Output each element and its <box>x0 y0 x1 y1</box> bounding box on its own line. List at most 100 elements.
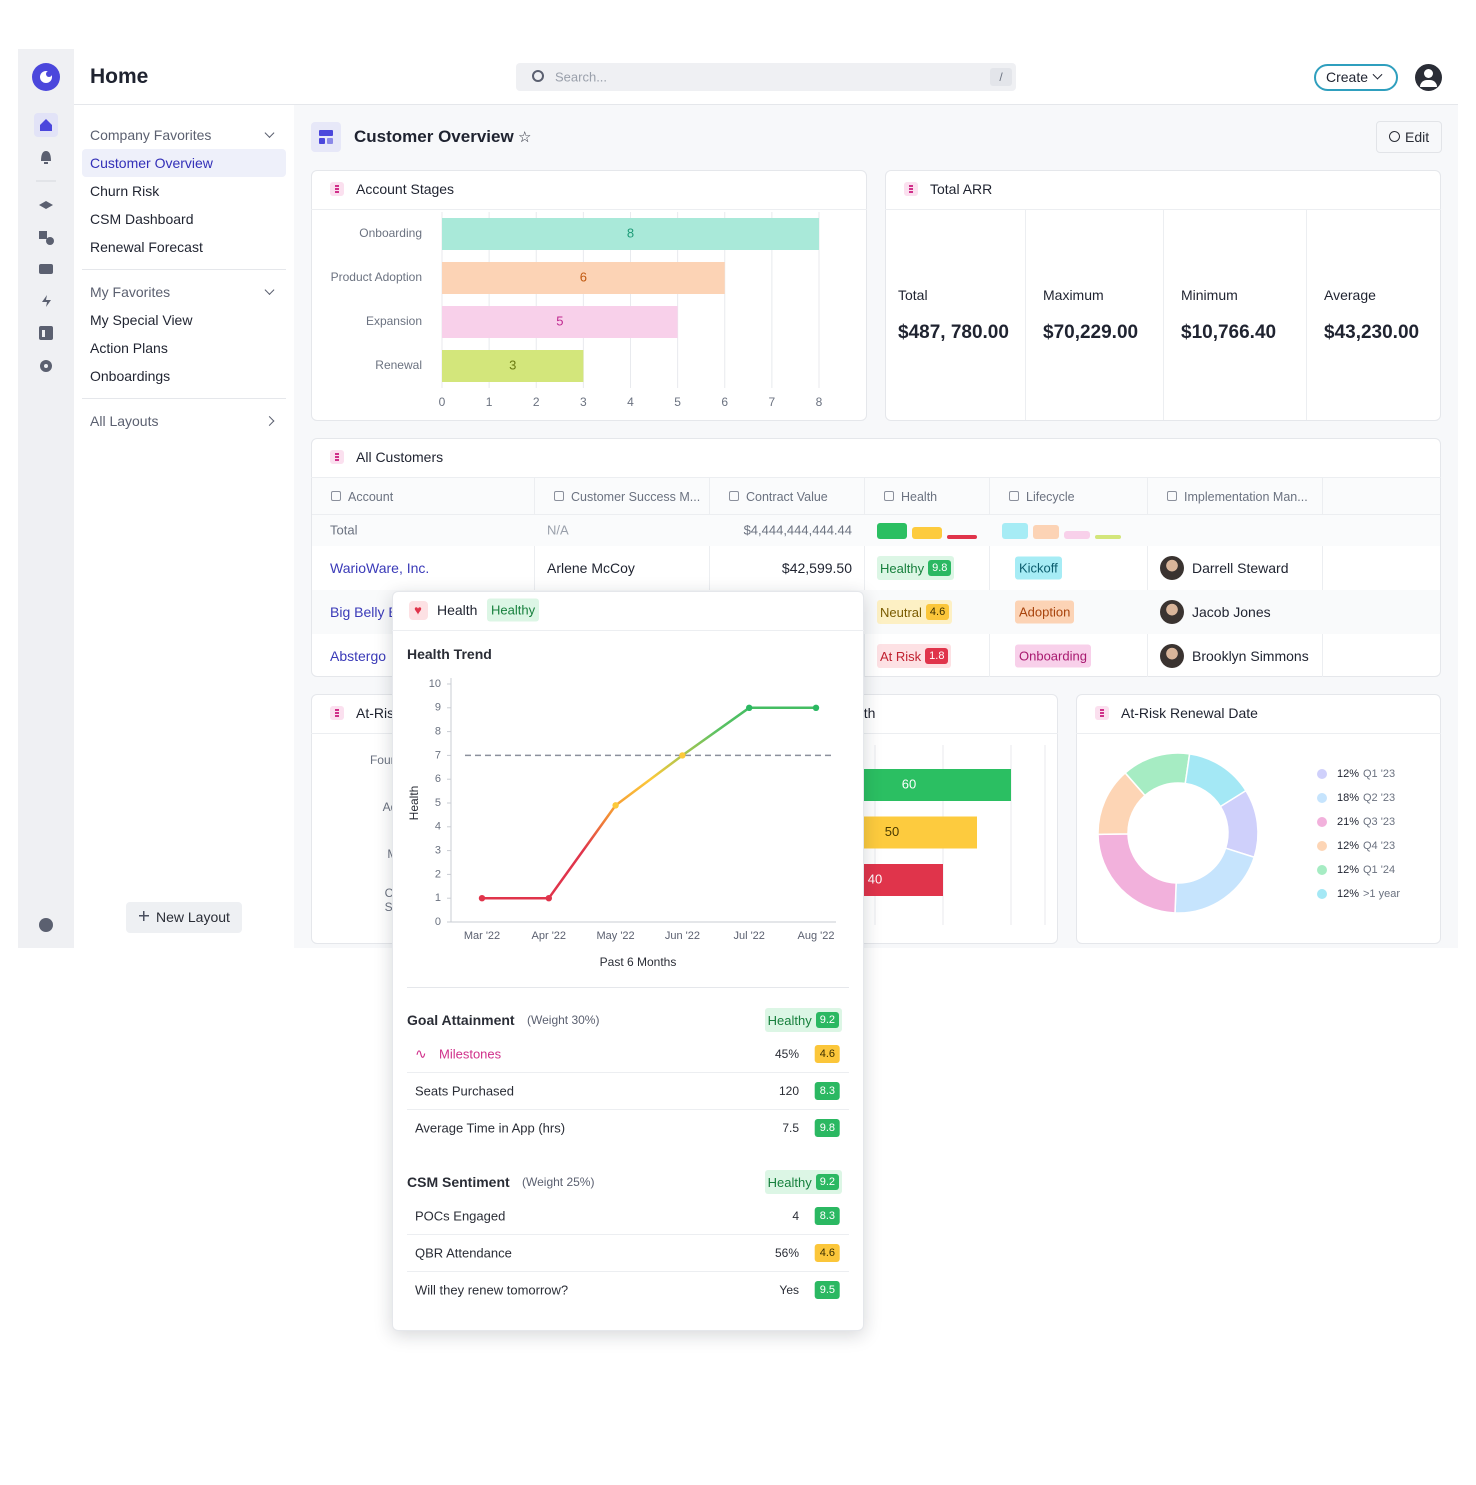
dashboard-icon-b <box>319 138 325 144</box>
column-icon <box>1167 491 1177 501</box>
account-link[interactable]: WarioWare, Inc. <box>330 560 430 576</box>
x-tick-label: 2 <box>533 395 540 409</box>
lifecycle-pill: Kickoff <box>1015 556 1062 580</box>
manager-name: Jacob Jones <box>1192 604 1271 620</box>
nav-all-layouts[interactable]: All Layouts <box>90 413 159 429</box>
legend-label: Q2 '23 <box>1363 792 1395 804</box>
nav-item[interactable]: Churn Risk <box>90 183 160 199</box>
nav-item[interactable]: Action Plans <box>90 340 168 356</box>
column-header: Customer Success M... <box>571 490 701 504</box>
edit-button[interactable] <box>1376 121 1442 153</box>
nav-item[interactable]: CSM Dashboard <box>90 211 194 227</box>
bolt-icon[interactable] <box>42 295 51 307</box>
inbox-icon[interactable] <box>39 264 53 274</box>
nav-item[interactable]: My Special View <box>90 312 193 328</box>
metric-score: 8.3 <box>814 1207 840 1225</box>
category-label: Product Adoption <box>331 270 422 284</box>
donut-slice <box>1174 847 1256 914</box>
x-tick-label: May '22 <box>597 930 635 942</box>
metric-score: 4.6 <box>814 1045 840 1063</box>
metric-name: POCs Engaged <box>415 1208 506 1224</box>
bell-icon[interactable] <box>41 151 51 164</box>
y-tick-label: 6 <box>435 773 441 785</box>
panel-title: All Customers <box>356 449 444 465</box>
popup-title: Health <box>437 602 478 618</box>
y-axis-label: Health <box>407 786 421 821</box>
section-weight: (Weight 30%) <box>527 1013 600 1027</box>
edit-icon <box>1389 131 1400 142</box>
section-pill: Healthy 9.2 <box>764 1170 842 1194</box>
column-icon <box>729 491 739 501</box>
section-weight: (Weight 25%) <box>522 1175 595 1189</box>
bar-label: 60 <box>902 776 916 791</box>
nav-separator <box>82 269 286 270</box>
metric-divider <box>407 1109 849 1110</box>
shapes-icon[interactable] <box>39 231 47 239</box>
rail-icons <box>32 63 60 932</box>
milestone-icon: ∿ <box>415 1045 427 1062</box>
x-axis-label: Past 6 Months <box>600 955 677 969</box>
account-stages-chart: 0 1 2 3 4 5 6 7 8 Onboarding 8 Product Adoption 6 Exp… <box>331 212 823 409</box>
stat-label: Minimum <box>1181 287 1238 303</box>
trend-point <box>746 704 753 711</box>
legend-label: >1 year <box>1363 888 1400 900</box>
column-icon <box>884 491 894 501</box>
account-stages-panel <box>311 170 867 421</box>
nav-item[interactable]: Renewal Forecast <box>90 239 203 255</box>
manager-avatar <box>1160 644 1184 668</box>
total-row-bg <box>312 515 1440 546</box>
popup-status: Healthy <box>487 598 540 622</box>
bar <box>442 350 584 382</box>
layers-icon[interactable] <box>39 201 53 209</box>
legend-swatch <box>1317 865 1327 875</box>
manager-avatar <box>1160 600 1184 624</box>
bar-label: 8 <box>627 225 634 240</box>
total-label: Total <box>330 522 358 538</box>
nav-item[interactable]: Onboardings <box>90 368 171 384</box>
summary-bar <box>1095 535 1121 539</box>
favorite-star[interactable]: ☆ <box>518 129 532 146</box>
create-button[interactable] <box>1314 64 1398 91</box>
create-label: Create <box>1326 69 1369 85</box>
x-tick-label: Mar '22 <box>464 930 500 942</box>
legend-value: 12% <box>1337 768 1359 780</box>
report-icon[interactable] <box>39 326 53 340</box>
health-pill: At Risk 1.8 <box>877 644 952 668</box>
nav-item[interactable]: Customer Overview <box>90 155 213 171</box>
dashboard-title: Customer Overview <box>354 127 514 146</box>
legend-label: Q4 '23 <box>1363 840 1395 852</box>
legend-swatch <box>1317 817 1327 827</box>
logo-dot <box>46 71 52 77</box>
stat-label: Maximum <box>1043 287 1104 303</box>
help-icon[interactable] <box>39 918 53 932</box>
y-tick-label: 5 <box>435 797 441 809</box>
search-box[interactable] <box>516 63 1016 91</box>
summary-bar <box>1064 531 1090 539</box>
panel-icon-dots <box>1100 709 1104 717</box>
metric-divider <box>407 1072 849 1073</box>
score-badge: 1.8 <box>925 648 949 664</box>
bar <box>442 306 678 338</box>
metric-value: 45% <box>774 1047 799 1061</box>
nav-group-title[interactable]: My Favorites <box>90 284 171 300</box>
category-label: Onboarding <box>359 226 422 240</box>
panel-title: At-Risk Renewal Date <box>1121 705 1258 721</box>
settings-icon-b <box>44 364 48 368</box>
account-link[interactable]: Abstergo <box>330 648 387 664</box>
legend-value: 18% <box>1337 792 1359 804</box>
bar-label: 3 <box>509 357 516 372</box>
nav-separator <box>82 398 286 399</box>
search-shortcut: / <box>999 70 1003 84</box>
nav-group-title[interactable]: Company Favorites <box>90 127 212 143</box>
metric-value: 4 <box>792 1209 799 1223</box>
column-icon <box>554 491 564 501</box>
csm-name: Arlene McCoy <box>547 560 635 576</box>
shortcut-key <box>990 68 1012 86</box>
panel-divider <box>311 209 867 210</box>
manager-name: Brooklyn Simmons <box>1192 648 1309 664</box>
status-text: At Risk <box>880 648 922 664</box>
metric-score: 8.3 <box>814 1082 840 1100</box>
panel-title: Total ARR <box>930 181 993 197</box>
avatar-body <box>1420 80 1437 87</box>
